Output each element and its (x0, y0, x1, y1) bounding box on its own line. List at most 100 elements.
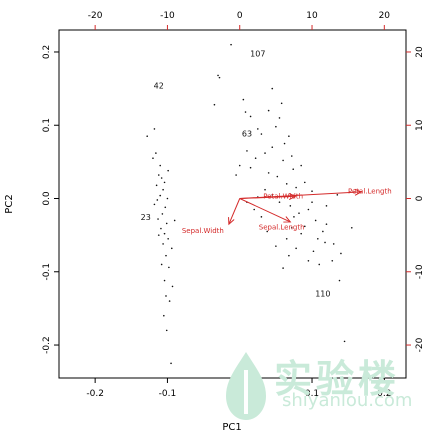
data-point (165, 254, 167, 257)
y-tick-label: 0.1 (42, 118, 52, 132)
x-axis-top: -20 -10 0 10 20 (88, 11, 391, 30)
data-point (266, 230, 269, 233)
data-point (162, 188, 164, 191)
data-point (213, 103, 216, 106)
data-point (244, 111, 247, 113)
data-point (159, 194, 162, 197)
loading-arrow-head (228, 217, 235, 226)
data-point (171, 285, 174, 288)
data-point (166, 197, 169, 200)
loading-arrows: Petal.Length Petal.Width Sepal.Length Sepal… (182, 187, 392, 235)
data-point (170, 362, 172, 365)
watermark: 实验楼 shiyanlou.com (222, 342, 412, 422)
data-point (340, 252, 342, 255)
data-point (300, 232, 302, 235)
data-point (285, 238, 288, 240)
data-point (271, 194, 274, 196)
data-point (307, 208, 310, 211)
data-point (278, 201, 281, 203)
plot-frame (58, 29, 407, 379)
watermark-main-text: 实验楼 (274, 357, 401, 401)
data-point (271, 87, 274, 90)
loading-arrow-line (239, 195, 296, 200)
data-point (242, 98, 245, 101)
data-point (152, 157, 154, 160)
data-point (311, 190, 313, 192)
data-point (336, 194, 339, 196)
data-point (293, 216, 295, 218)
data-point (249, 115, 252, 118)
top-tick-label: 20 (379, 11, 391, 21)
data-point (159, 164, 162, 167)
top-tick-label: 0 (237, 11, 243, 21)
data-point (157, 218, 159, 220)
data-point (295, 186, 297, 189)
data-point (289, 205, 292, 207)
watermark-sub-text: shiyanlou.com (282, 390, 413, 411)
data-point (288, 135, 290, 138)
loading-label: Sepal.Length (259, 223, 305, 231)
data-point (260, 133, 263, 135)
data-point (275, 125, 277, 128)
data-point (163, 314, 165, 317)
right-tick-label: -10 (415, 264, 425, 279)
data-point (282, 267, 284, 269)
top-tick-label: 10 (306, 11, 318, 21)
data-point (161, 213, 164, 215)
data-point (165, 329, 168, 332)
data-point (170, 247, 173, 250)
data-point (267, 172, 270, 174)
data-point (350, 227, 353, 229)
data-point (332, 243, 335, 245)
loading-label: Petal.Width (263, 193, 303, 201)
y-axis-right: -20 -10 0 10 20 (406, 46, 425, 352)
data-point (235, 174, 237, 176)
data-point (285, 183, 288, 185)
data-point (295, 247, 297, 250)
data-points (146, 43, 353, 365)
data-point (168, 266, 170, 269)
data-point (249, 166, 252, 169)
data-point (164, 206, 167, 209)
data-point (325, 205, 328, 207)
data-point (167, 169, 169, 172)
observation-label: 23 (141, 213, 151, 222)
x-axis-label: PC1 (222, 422, 241, 433)
data-point (283, 142, 286, 145)
data-point (275, 245, 277, 247)
data-point (260, 216, 263, 218)
data-point (160, 177, 163, 179)
watermark-logo-icon (226, 352, 266, 420)
data-point (157, 174, 160, 176)
data-point (264, 188, 266, 191)
data-point (276, 175, 279, 178)
y-tick-label: -0.2 (42, 336, 52, 354)
data-point (300, 164, 302, 167)
right-tick-label: 10 (415, 119, 425, 131)
data-point (165, 295, 167, 297)
data-point (162, 243, 164, 245)
data-point (314, 219, 317, 222)
data-point (163, 232, 166, 235)
data-point (325, 223, 328, 225)
data-point (290, 227, 293, 229)
y-tick-label: -0.1 (42, 263, 52, 281)
data-point (318, 263, 321, 266)
y-axis-left: -0.2 -0.1 0.0 0.1 0.2 (42, 45, 59, 354)
observation-label: 63 (242, 129, 252, 138)
data-point (156, 199, 159, 201)
data-point (298, 212, 300, 214)
data-point (230, 43, 232, 46)
observation-label: 107 (250, 49, 265, 58)
loading-label: Petal.Length (348, 187, 392, 195)
x-tick-label: 0.1 (305, 389, 319, 399)
data-point (288, 254, 290, 257)
y-tick-label: 0.2 (42, 45, 52, 59)
data-point (157, 234, 160, 236)
right-tick-label: 0 (415, 195, 425, 201)
data-point (271, 146, 274, 149)
data-point (246, 150, 248, 152)
data-point (303, 225, 306, 228)
loading-arrow-head (354, 188, 363, 196)
data-point (282, 159, 284, 162)
